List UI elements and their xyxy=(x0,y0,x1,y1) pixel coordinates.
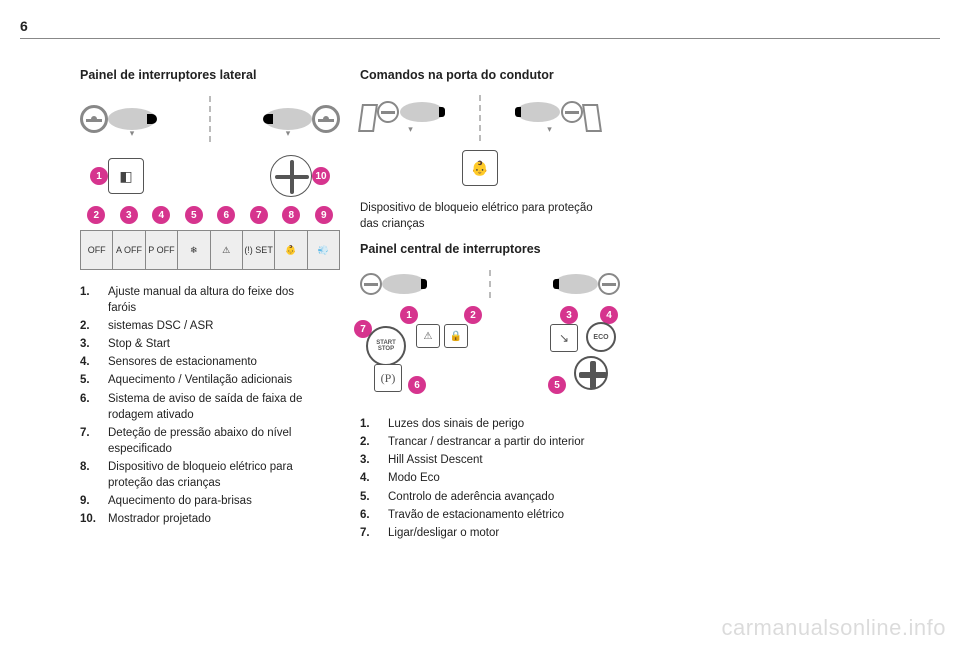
steering-wheel-icon xyxy=(80,105,108,133)
dash-oval-icon xyxy=(382,274,426,294)
left-column: Painel de interruptores lateral ▾ ▾ xyxy=(80,68,320,543)
list-item: 4.Sensores de estacionamento xyxy=(80,354,320,370)
steering-wheel-icon xyxy=(377,101,399,123)
callout-marker: 8 xyxy=(282,206,300,224)
list-item: 9.Aquecimento do para-brisas xyxy=(80,493,320,509)
callout-marker-1: 1 xyxy=(90,167,108,185)
lane-warning-icon: ⚠ xyxy=(211,230,243,270)
left-legend-list: 1.Ajuste manual da altura do feixe dos f… xyxy=(80,284,320,527)
child-lock-icon: 👶 xyxy=(275,230,307,270)
windscreen-heat-icon: 💨 xyxy=(308,230,340,270)
list-item: 5.Aquecimento / Ventilação adicionais xyxy=(80,372,320,388)
dsc-off-icon: OFF xyxy=(80,230,113,270)
heating-icon: ❄ xyxy=(178,230,210,270)
callout-marker: 4 xyxy=(152,206,170,224)
callout-marker: 5 xyxy=(185,206,203,224)
list-item: 5.Controlo de aderência avançado xyxy=(360,489,600,505)
figure-mid-row: 1 ◧ 10 xyxy=(80,146,340,202)
steering-wheel-icon xyxy=(360,273,382,295)
list-item: 1.Ajuste manual da altura do feixe dos f… xyxy=(80,284,320,316)
door-fig-row: ▾ ▾ xyxy=(360,92,600,144)
eco-mode-icon: ECO xyxy=(586,322,616,352)
door-left-cluster: ▾ xyxy=(360,101,444,135)
hud-control-icon xyxy=(270,155,312,197)
callout-marker-5: 5 xyxy=(548,376,566,394)
lock-icon: 🔒 xyxy=(444,324,468,348)
callout-marker: 3 xyxy=(120,206,138,224)
door-controls-figure: ▾ ▾ 👶 xyxy=(360,92,600,186)
dash-oval-icon xyxy=(516,102,560,122)
list-item: 2.Trancar / destrancar a partir do inter… xyxy=(360,434,600,450)
door-right-cluster: ▾ xyxy=(516,101,600,135)
list-item: 10.Mostrador projetado xyxy=(80,511,320,527)
callout-marker-6: 6 xyxy=(408,376,426,394)
steering-wheel-icon xyxy=(561,101,583,123)
hill-descent-icon: ↘ xyxy=(550,324,578,352)
dash-oval-icon xyxy=(400,102,444,122)
callout-marker: 2 xyxy=(87,206,105,224)
list-item: 4.Modo Eco xyxy=(360,470,600,486)
list-item: 3.Stop & Start xyxy=(80,336,320,352)
right-column: Comandos na porta do condutor ▾ xyxy=(360,68,600,543)
watermark: carmanualsonline.info xyxy=(721,615,946,641)
left-title: Painel de interruptores lateral xyxy=(80,68,320,82)
stop-start-icon: A OFF xyxy=(113,230,145,270)
figure-top-row: ▾ ▾ xyxy=(80,92,340,146)
switch-icon-strip: OFF A OFF P OFF ❄ ⚠ (!) SET 👶 💨 xyxy=(80,230,340,270)
header-rule xyxy=(20,38,940,39)
callout-marker-1: 1 xyxy=(400,306,418,324)
park-sensor-icon: P OFF xyxy=(146,230,178,270)
door-icon xyxy=(358,104,378,132)
list-item: 7.Ligar/desligar o motor xyxy=(360,525,600,541)
wheel-right-cluster: ▾ xyxy=(264,105,340,133)
empty-column xyxy=(640,68,880,543)
side-switch-figure: ▾ ▾ 1 ◧ 10 xyxy=(80,92,340,270)
central-top-row xyxy=(360,266,620,302)
vertical-separator xyxy=(479,95,481,141)
headlamp-dial-icon: ◧ xyxy=(108,158,144,194)
steering-wheel-icon xyxy=(598,273,620,295)
dash-oval-icon: ▾ xyxy=(264,108,312,130)
content-columns: Painel de interruptores lateral ▾ ▾ xyxy=(80,68,880,543)
central-right-half: 3 4 5 ↘ ECO xyxy=(500,308,620,398)
list-item: 3.Hill Assist Descent xyxy=(360,452,600,468)
central-left-half: 7 1 2 6 START STOP ⚠ 🔒 (P) xyxy=(360,308,480,398)
door-caption: Dispositivo de bloqueio elétrico para pr… xyxy=(360,200,600,232)
strip-marker-row: 2 3 4 5 6 7 8 9 xyxy=(80,206,340,224)
grip-control-icon xyxy=(574,356,608,390)
list-item: 8.Dispositivo de bloqueio elétrico para … xyxy=(80,459,320,491)
start-stop-icon: START STOP xyxy=(366,326,406,366)
child-lock-icon: 👶 xyxy=(462,150,498,186)
dash-oval-icon xyxy=(554,274,598,294)
parking-brake-icon: (P) xyxy=(374,364,402,392)
page-number: 6 xyxy=(20,18,28,34)
callout-marker-3: 3 xyxy=(560,306,578,324)
list-item: 7.Deteção de pressão abaixo do nível esp… xyxy=(80,425,320,457)
list-item: 1.Luzes dos sinais de perigo xyxy=(360,416,600,432)
hazard-icon: ⚠ xyxy=(416,324,440,348)
list-item: 2.sistemas DSC / ASR xyxy=(80,318,320,334)
callout-marker-10: 10 xyxy=(312,167,330,185)
callout-marker: 7 xyxy=(250,206,268,224)
right-legend-list: 1.Luzes dos sinais de perigo 2.Trancar /… xyxy=(360,416,600,541)
callout-marker: 9 xyxy=(315,206,333,224)
right-title-2: Painel central de interruptores xyxy=(360,242,600,256)
door-icon xyxy=(582,104,602,132)
list-item: 6.Sistema de aviso de saída de faixa de … xyxy=(80,391,320,423)
callout-marker-2: 2 xyxy=(464,306,482,324)
tpms-icon: (!) SET xyxy=(243,230,275,270)
dash-oval-icon: ▾ xyxy=(108,108,156,130)
central-switch-figure: 7 1 2 6 START STOP ⚠ 🔒 (P) 3 4 5 ↘ ECO xyxy=(360,266,620,406)
steering-wheel-icon xyxy=(312,105,340,133)
right-title-1: Comandos na porta do condutor xyxy=(360,68,600,82)
list-item: 6.Travão de estacionamento elétrico xyxy=(360,507,600,523)
vertical-separator xyxy=(489,270,491,298)
wheel-left-cluster: ▾ xyxy=(80,105,156,133)
callout-marker: 6 xyxy=(217,206,235,224)
vertical-separator xyxy=(209,96,211,142)
